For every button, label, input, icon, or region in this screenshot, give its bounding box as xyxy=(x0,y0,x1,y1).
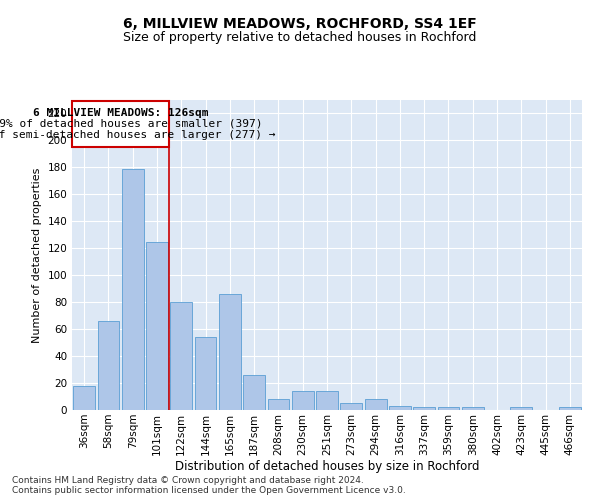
Bar xyxy=(413,408,435,410)
Bar xyxy=(365,399,386,410)
Y-axis label: Number of detached properties: Number of detached properties xyxy=(32,168,42,342)
Text: 6 MILLVIEW MEADOWS: 126sqm: 6 MILLVIEW MEADOWS: 126sqm xyxy=(33,108,208,118)
Text: 41% of semi-detached houses are larger (277) →: 41% of semi-detached houses are larger (… xyxy=(0,130,276,140)
Text: 6, MILLVIEW MEADOWS, ROCHFORD, SS4 1EF: 6, MILLVIEW MEADOWS, ROCHFORD, SS4 1EF xyxy=(123,18,477,32)
Bar xyxy=(73,386,95,410)
Bar xyxy=(437,408,460,410)
Bar xyxy=(170,302,192,410)
X-axis label: Distribution of detached houses by size in Rochford: Distribution of detached houses by size … xyxy=(175,460,479,473)
Bar xyxy=(462,408,484,410)
Bar xyxy=(243,375,265,410)
Bar xyxy=(511,408,532,410)
Text: Size of property relative to detached houses in Rochford: Size of property relative to detached ho… xyxy=(124,31,476,44)
FancyBboxPatch shape xyxy=(73,102,169,147)
Text: ← 59% of detached houses are smaller (397): ← 59% of detached houses are smaller (39… xyxy=(0,119,262,129)
Bar xyxy=(340,404,362,410)
Bar xyxy=(146,242,168,410)
Bar xyxy=(194,337,217,410)
Bar xyxy=(292,391,314,410)
Bar xyxy=(316,391,338,410)
Bar xyxy=(97,321,119,410)
Bar xyxy=(389,406,411,410)
Bar xyxy=(559,408,581,410)
Text: Contains HM Land Registry data © Crown copyright and database right 2024.
Contai: Contains HM Land Registry data © Crown c… xyxy=(12,476,406,495)
Bar xyxy=(122,168,143,410)
Bar xyxy=(219,294,241,410)
Bar xyxy=(268,399,289,410)
